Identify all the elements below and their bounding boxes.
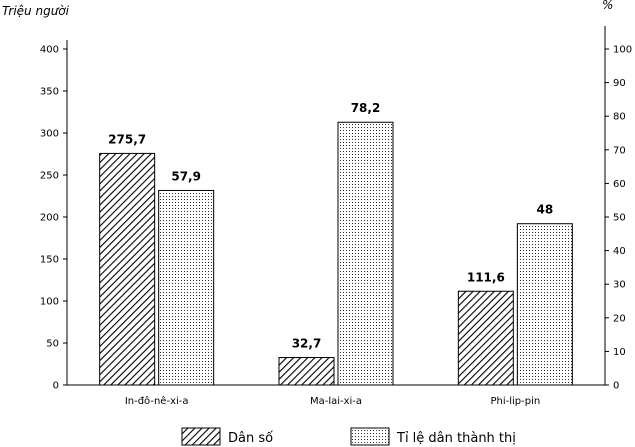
bar-population bbox=[278, 357, 335, 386]
bar-urban-rate bbox=[516, 223, 573, 386]
bar-urban-rate bbox=[158, 189, 215, 386]
legend-label-urban-rate: Tỉ lệ dân thành thị bbox=[396, 431, 516, 446]
legend-swatch-urban-rate bbox=[350, 427, 390, 446]
category-label: In-đô-nê-xi-a bbox=[125, 395, 189, 407]
bars-layer bbox=[99, 121, 573, 386]
right-tick-label: 10 bbox=[613, 347, 626, 358]
category-labels-layer: In-đô-nê-xi-a Ma-lai-xi-a Phi-lip-pin bbox=[125, 395, 540, 407]
left-axis-title: Triệu người bbox=[2, 4, 70, 18]
right-tick-label: 0 bbox=[613, 381, 619, 392]
right-tick-label: 100 bbox=[613, 45, 632, 56]
right-y-axis: 0 10 20 30 40 50 60 70 80 90 100 bbox=[604, 26, 632, 392]
right-tick-label: 20 bbox=[613, 313, 626, 324]
right-tick-label: 50 bbox=[613, 213, 626, 224]
legend-label-population: Dân số bbox=[228, 431, 273, 446]
left-tick-label: 0 bbox=[53, 381, 59, 392]
data-labels-layer: 275,7 57,9 32,7 78,2 111,6 48 bbox=[108, 101, 553, 350]
left-tick-label: 100 bbox=[40, 297, 59, 308]
data-label-population: 111,6 bbox=[467, 270, 505, 284]
right-axis-title: % bbox=[602, 0, 613, 12]
data-label-urban-rate: 48 bbox=[536, 203, 553, 217]
data-label-urban-rate: 78,2 bbox=[351, 101, 381, 115]
right-tick-label: 70 bbox=[613, 145, 626, 156]
right-tick-label: 80 bbox=[613, 112, 626, 123]
legend: Dân số Tỉ lệ dân thành thị bbox=[181, 427, 516, 446]
left-tick-label: 400 bbox=[40, 45, 59, 56]
category-label: Phi-lip-pin bbox=[490, 396, 540, 407]
data-label-urban-rate: 57,9 bbox=[171, 169, 201, 183]
data-label-population: 32,7 bbox=[292, 337, 322, 351]
left-tick-label: 250 bbox=[40, 171, 59, 182]
data-label-population: 275,7 bbox=[108, 132, 146, 146]
right-tick-label: 60 bbox=[613, 179, 626, 190]
bar-urban-rate bbox=[337, 121, 394, 386]
left-tick-label: 150 bbox=[40, 255, 59, 266]
bar-population bbox=[457, 290, 514, 386]
category-label: Ma-lai-xi-a bbox=[310, 396, 362, 407]
left-y-axis: 0 50 100 150 200 250 300 350 400 bbox=[40, 40, 605, 392]
left-tick-label: 350 bbox=[40, 87, 59, 98]
left-tick-label: 200 bbox=[40, 213, 59, 224]
bar-population bbox=[99, 152, 156, 386]
right-tick-label: 30 bbox=[613, 280, 626, 291]
left-tick-label: 300 bbox=[40, 129, 59, 140]
legend-swatch-population bbox=[181, 427, 221, 446]
right-tick-label: 90 bbox=[613, 78, 626, 89]
right-tick-label: 40 bbox=[613, 246, 626, 257]
left-tick-label: 50 bbox=[46, 339, 59, 350]
